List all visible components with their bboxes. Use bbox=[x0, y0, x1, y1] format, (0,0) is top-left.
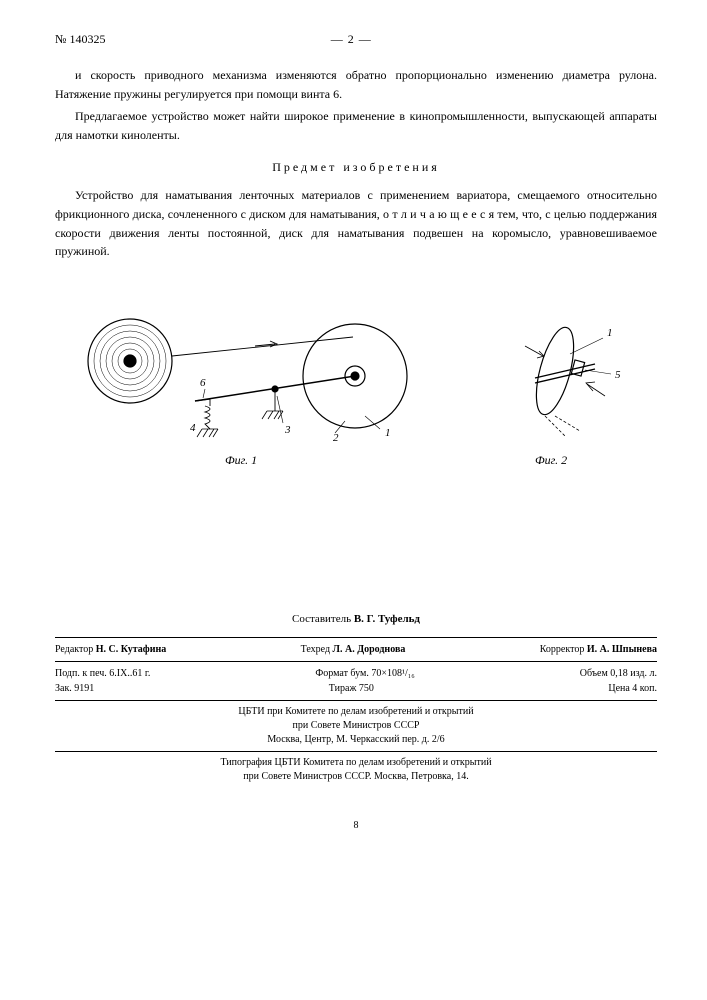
svg-text:3: 3 bbox=[284, 424, 291, 436]
print-volume: Объем 0,18 изд. л. bbox=[580, 666, 657, 681]
paragraph-1: и скорость приводного механизма изменяют… bbox=[55, 66, 657, 103]
print-order: Зак. 9191 bbox=[55, 681, 94, 696]
publisher-line-2: при Совете Министров СССР bbox=[55, 719, 657, 733]
page-number: — 2 — bbox=[331, 30, 372, 48]
typography-line-1: Типография ЦБТИ Комитета по делам изобре… bbox=[55, 756, 657, 770]
compiler-label: Составитель bbox=[292, 613, 351, 625]
print-signed: Подп. к печ. 6.IX..61 г. bbox=[55, 666, 150, 681]
typography-line-2: при Совете Министров СССР. Москва, Петро… bbox=[55, 770, 657, 784]
editor-name: Н. С. Кутафина bbox=[96, 644, 166, 655]
techred-name: Л. А. Дороднова bbox=[333, 644, 406, 655]
credits-row: Редактор Н. С. Кутафина Техред Л. А. Дор… bbox=[55, 637, 657, 662]
corrector-name: И. А. Шпынева bbox=[587, 644, 657, 655]
compiler-name: В. Г. Туфельд bbox=[354, 613, 420, 625]
corrector-cell: Корректор И. А. Шпынева bbox=[540, 642, 657, 657]
publisher-line-3: Москва, Центр, М. Черкасский пер. д. 2/6 bbox=[55, 733, 657, 747]
svg-text:1: 1 bbox=[385, 427, 391, 439]
paragraph-2: Предлагаемое устройство может найти широ… bbox=[55, 107, 657, 144]
subject-heading: Предмет изобретения bbox=[55, 158, 657, 176]
svg-text:5: 5 bbox=[615, 369, 621, 381]
claim-text: Устройство для наматывания ленточных мат… bbox=[55, 186, 657, 260]
figures-area: 1 2 3 4 6 bbox=[55, 301, 657, 501]
typography-block: Типография ЦБТИ Комитета по делам изобре… bbox=[55, 752, 657, 788]
corrector-label: Корректор bbox=[540, 644, 585, 655]
figures-svg: 1 2 3 4 6 bbox=[55, 301, 655, 471]
techred-label: Техред bbox=[301, 644, 330, 655]
body-text: и скорость приводного механизма изменяют… bbox=[55, 66, 657, 144]
publisher-line-1: ЦБТИ при Комитете по делам изобретений и… bbox=[55, 705, 657, 719]
svg-text:4: 4 bbox=[190, 422, 196, 434]
compiler-line: Составитель В. Г. Туфельд bbox=[55, 611, 657, 628]
print-price: Цена 4 коп. bbox=[608, 681, 657, 696]
publisher-block: ЦБТИ при Комитете по делам изобретений и… bbox=[55, 701, 657, 752]
print-details: Подп. к печ. 6.IX..61 г. Формат бум. 70×… bbox=[55, 662, 657, 701]
figure-2-label: Фиг. 2 bbox=[535, 451, 567, 469]
claim-paragraph: Устройство для наматывания ленточных мат… bbox=[55, 186, 657, 260]
svg-text:6: 6 bbox=[200, 377, 206, 389]
techred-cell: Техред Л. А. Дороднова bbox=[301, 642, 406, 657]
editor-label: Редактор bbox=[55, 644, 93, 655]
svg-text:1: 1 bbox=[607, 327, 613, 339]
print-format: Формат бум. 70×108¹/₁₆ bbox=[315, 666, 414, 681]
svg-text:2: 2 bbox=[333, 432, 339, 444]
figure-1-label: Фиг. 1 bbox=[225, 451, 257, 469]
print-copies: Тираж 750 bbox=[329, 681, 374, 696]
patent-number: № 140325 bbox=[55, 30, 105, 48]
editor-cell: Редактор Н. С. Кутафина bbox=[55, 642, 166, 657]
bottom-number: 8 bbox=[55, 818, 657, 833]
